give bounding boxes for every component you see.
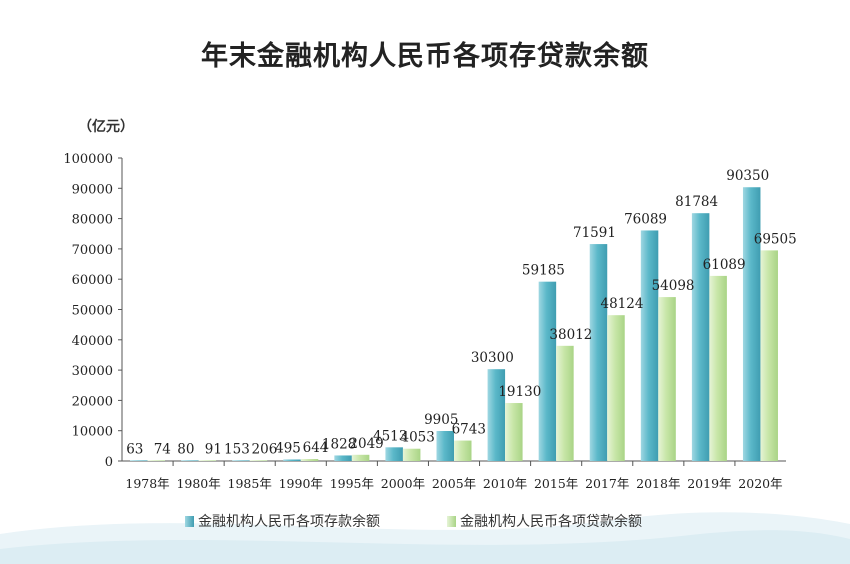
legend-swatch-loans <box>447 515 456 527</box>
data-label-deposits: 80 <box>177 441 194 457</box>
bar-deposits <box>232 460 250 461</box>
data-label-loans: 38012 <box>549 327 592 343</box>
data-label-deposits: 71591 <box>573 225 616 241</box>
data-label-loans: 2049 <box>349 436 383 452</box>
data-label-deposits: 90350 <box>726 168 769 184</box>
x-tick-label: 2017年 <box>585 476 629 491</box>
x-tick-label: 2020年 <box>738 476 782 491</box>
bar-loans <box>709 275 727 461</box>
x-tick-label: 1980年 <box>176 476 220 491</box>
bar-loans <box>505 403 523 461</box>
bar-loans <box>607 315 625 461</box>
x-tick-label: 2010年 <box>483 476 527 491</box>
y-tick-label: 80000 <box>72 213 113 228</box>
x-tick-label: 1995年 <box>330 476 374 491</box>
bar-loans <box>300 459 319 461</box>
bar-deposits <box>538 281 557 461</box>
y-tick-label: 100000 <box>63 152 113 167</box>
x-tick-label: 2015年 <box>534 476 578 491</box>
bar-deposits <box>385 447 403 461</box>
x-tick-label: 2005年 <box>432 476 476 491</box>
bars <box>130 187 778 461</box>
axes: 0 10000 20000 30000 40000 50000 60000 70000 8000… <box>63 152 786 491</box>
data-label-deposits: 153 <box>224 441 250 457</box>
bar-deposits <box>691 213 710 461</box>
data-label-deposits: 59185 <box>522 263 565 279</box>
data-label-deposits: 1828 <box>322 436 356 452</box>
data-label-loans: 54098 <box>652 278 695 294</box>
legend: 金融机构人民币各项存款余额 金融机构人民币各项贷款余额 <box>185 511 705 531</box>
y-tick-label: 60000 <box>72 273 113 288</box>
y-tick-label: 50000 <box>72 304 113 319</box>
legend-item-loans: 金融机构人民币各项贷款余额 <box>447 511 642 531</box>
bar-deposits <box>181 460 199 461</box>
legend-item-deposits: 金融机构人民币各项存款余额 <box>185 511 380 531</box>
x-tick-label: 2000年 <box>381 476 425 491</box>
bar-deposits <box>334 455 352 461</box>
x-tick-label: 2019年 <box>687 476 731 491</box>
bar-loans <box>402 448 421 461</box>
bar-deposits <box>487 369 506 461</box>
y-tick-label: 10000 <box>72 425 113 440</box>
data-label-deposits: 81784 <box>675 194 718 210</box>
y-tick-label: 20000 <box>72 394 113 409</box>
data-label-deposits: 495 <box>275 441 301 457</box>
y-tick-label: 40000 <box>72 334 113 349</box>
y-tick-label: 0 <box>105 455 113 470</box>
data-label-loans: 69505 <box>754 231 797 247</box>
data-label-deposits: 63 <box>126 441 143 457</box>
data-label-deposits: 76089 <box>624 211 667 227</box>
bar-loans <box>198 460 217 461</box>
bar-loans <box>249 460 268 461</box>
x-tick-label: 1990年 <box>279 476 323 491</box>
data-label-deposits: 30300 <box>471 350 514 366</box>
data-label-loans: 206 <box>252 441 278 457</box>
legend-swatch-deposits <box>185 515 194 527</box>
x-tick-label: 1985年 <box>228 476 272 491</box>
data-label-loans: 48124 <box>601 296 644 312</box>
legend-label-deposits: 金融机构人民币各项存款余额 <box>198 514 380 530</box>
bar-loans <box>556 345 574 461</box>
y-tick-label: 90000 <box>72 182 113 197</box>
bar-deposits <box>589 244 608 461</box>
data-label-loans: 61089 <box>703 257 746 273</box>
chart-title: 年末金融机构人民币各项存贷款余额 <box>201 41 649 72</box>
bar-deposits <box>640 230 659 461</box>
data-label-deposits: 9905 <box>424 412 458 428</box>
bar-loans <box>147 460 166 461</box>
bar-loans <box>454 440 472 461</box>
x-tick-label: 1978年 <box>125 476 169 491</box>
bar-loans <box>351 454 370 461</box>
background-wave <box>0 512 850 564</box>
bar-loans <box>658 297 676 461</box>
y-tick-label: 30000 <box>72 364 113 379</box>
bar-deposits <box>742 187 761 461</box>
bar-deposits <box>436 430 454 461</box>
bar-deposits <box>283 459 301 461</box>
data-label-loans: 644 <box>303 440 329 456</box>
y-tick-label: 70000 <box>72 243 113 258</box>
data-label-loans: 91 <box>205 441 222 457</box>
legend-label-loans: 金融机构人民币各项贷款余额 <box>460 514 642 530</box>
bar-deposits <box>130 460 148 461</box>
x-tick-label: 2018年 <box>636 476 680 491</box>
data-label-loans: 19130 <box>498 384 541 400</box>
data-label-loans: 4053 <box>400 430 434 446</box>
data-label-deposits: 4513 <box>373 428 407 444</box>
y-axis-unit: （亿元） <box>78 119 134 135</box>
bar-loans <box>760 250 778 461</box>
data-label-loans: 6743 <box>452 422 486 438</box>
data-label-loans: 74 <box>154 441 171 457</box>
